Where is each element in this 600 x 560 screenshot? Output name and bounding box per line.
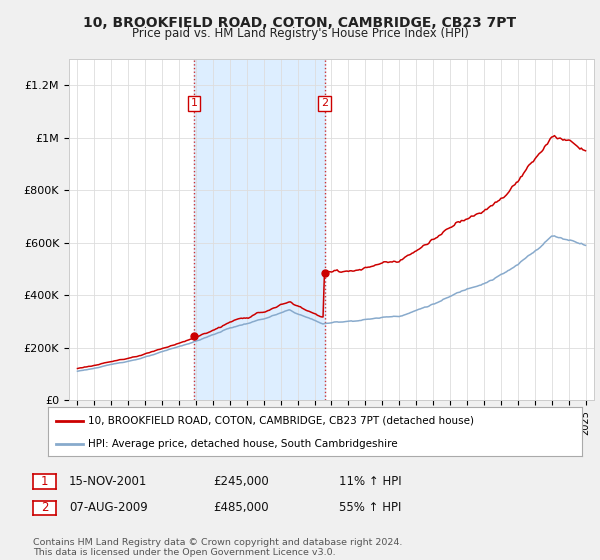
Text: 10, BROOKFIELD ROAD, COTON, CAMBRIDGE, CB23 7PT: 10, BROOKFIELD ROAD, COTON, CAMBRIDGE, C… <box>83 16 517 30</box>
Text: 1: 1 <box>190 99 197 109</box>
Text: 11% ↑ HPI: 11% ↑ HPI <box>339 475 401 488</box>
Text: 2: 2 <box>321 99 328 109</box>
Text: Contains HM Land Registry data © Crown copyright and database right 2024.
This d: Contains HM Land Registry data © Crown c… <box>33 538 403 557</box>
Text: £485,000: £485,000 <box>213 501 269 515</box>
Text: 2: 2 <box>41 501 48 515</box>
Text: Price paid vs. HM Land Registry's House Price Index (HPI): Price paid vs. HM Land Registry's House … <box>131 27 469 40</box>
Text: £245,000: £245,000 <box>213 475 269 488</box>
Text: HPI: Average price, detached house, South Cambridgeshire: HPI: Average price, detached house, Sout… <box>88 439 398 449</box>
Text: 55% ↑ HPI: 55% ↑ HPI <box>339 501 401 515</box>
Bar <box>194 59 325 400</box>
Text: 1: 1 <box>41 475 48 488</box>
Text: 15-NOV-2001: 15-NOV-2001 <box>69 475 148 488</box>
Text: 07-AUG-2009: 07-AUG-2009 <box>69 501 148 515</box>
Text: 10, BROOKFIELD ROAD, COTON, CAMBRIDGE, CB23 7PT (detached house): 10, BROOKFIELD ROAD, COTON, CAMBRIDGE, C… <box>88 416 474 426</box>
